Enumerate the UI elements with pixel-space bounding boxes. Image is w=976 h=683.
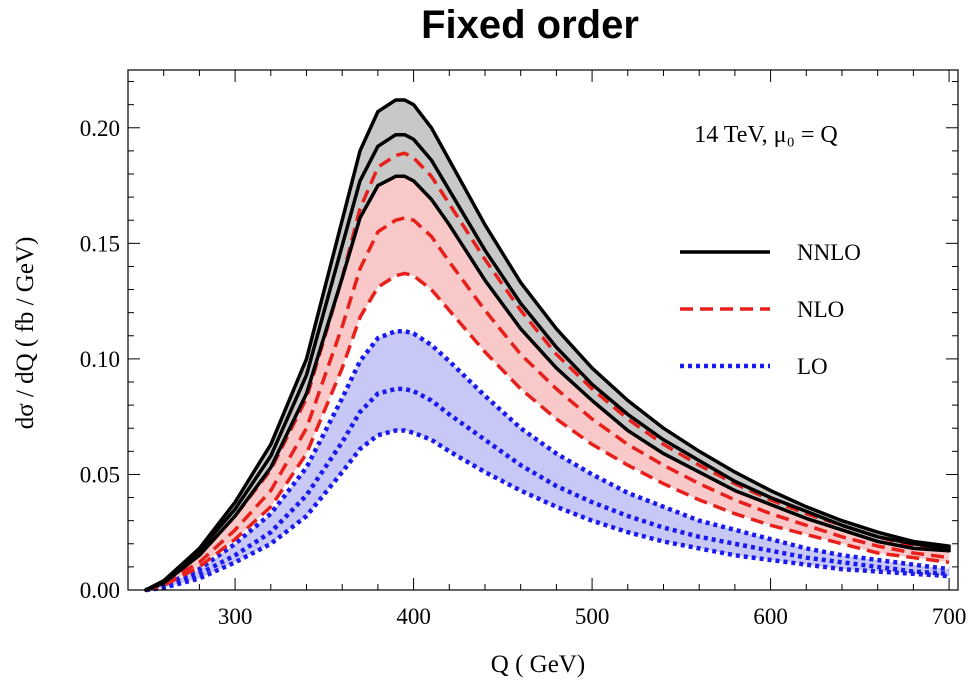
lo-uncertainty-band [145, 331, 950, 590]
y-axis-label: dσ / dQ ( fb / GeV) [12, 237, 39, 430]
nlo-upper-curve [145, 151, 950, 592]
nlo-central-curve [145, 216, 950, 592]
lo-lower-curve [145, 428, 950, 593]
legend: NNLO NLO LO [680, 240, 861, 379]
x-tick-label: 500 [575, 604, 610, 629]
nnlo-upper-curve [144, 98, 951, 592]
y-tick-label: 0.05 [80, 462, 120, 487]
x-tick-label: 600 [753, 604, 788, 629]
plot-frame [127, 69, 959, 591]
legend-label-nlo: NLO [797, 297, 844, 322]
energy-scale-annotation: 14 TeV, μ₀ = Q [694, 122, 838, 148]
chart-title: Fixed order [421, 3, 639, 47]
y-tick-label: 0.10 [80, 347, 120, 372]
x-tick-label: 400 [396, 604, 431, 629]
lo-upper-curve [145, 328, 950, 593]
nlo-lower-curve [145, 271, 950, 592]
legend-label-nnlo: NNLO [797, 240, 861, 265]
y-tick-label: 0.00 [80, 578, 120, 603]
nnlo-central-curve [144, 132, 951, 592]
lo-central-curve [145, 386, 950, 593]
x-tick-label: 700 [932, 604, 967, 629]
y-tick-label: 0.15 [80, 231, 120, 256]
axis-ticks: 300 400 500 600 700 0.00 0.05 0.10 0.15 0.20 [80, 70, 967, 629]
y-tick-label: 0.20 [80, 116, 120, 141]
x-axis-label: Q ( GeV) [491, 651, 585, 678]
nnlo-lower-curve [144, 174, 951, 592]
x-tick-label: 300 [218, 604, 253, 629]
series-curves [144, 98, 951, 593]
legend-label-lo: LO [797, 354, 828, 379]
